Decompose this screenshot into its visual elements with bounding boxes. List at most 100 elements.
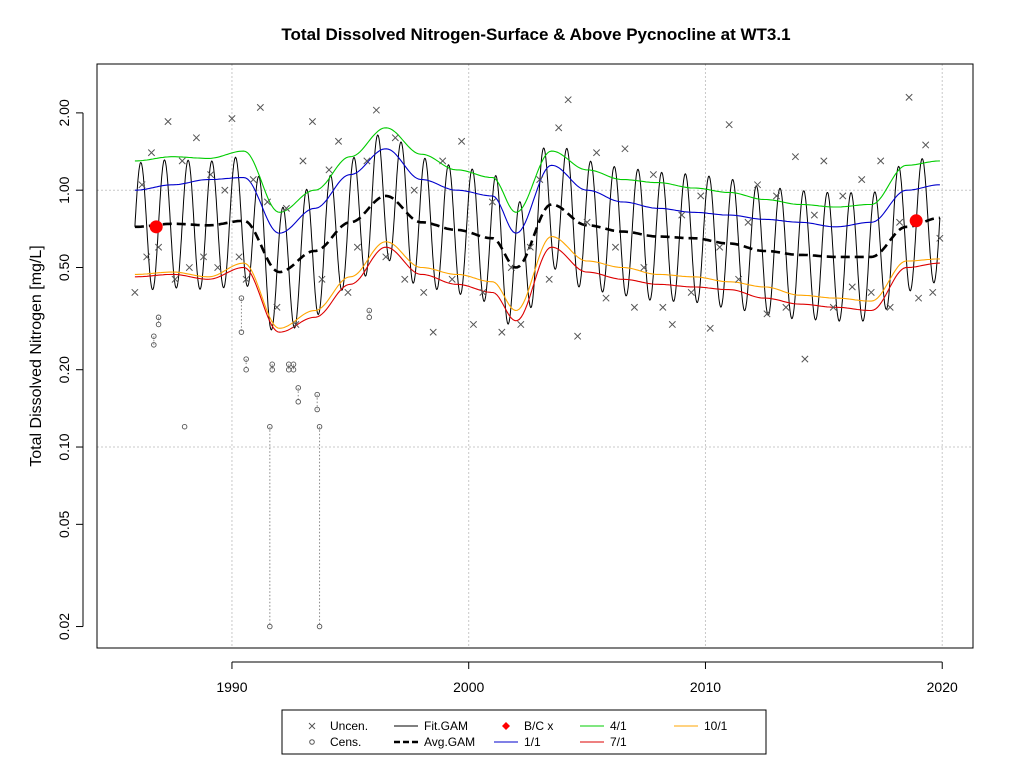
y-tick-label: 0.02 [56,613,72,640]
uncensored-point [199,253,208,261]
censored-point [243,366,249,373]
uncensored-point [810,211,818,219]
legend-label: 7/1 [610,735,627,749]
uncensored-point [391,134,399,142]
plot-frame [96,63,974,649]
legend-symbol-cens [309,739,315,745]
censored-point [314,406,320,413]
uncensored-point [228,115,236,123]
uncensored-point [299,157,307,165]
uncensored-point [353,243,361,251]
uncensored-point [659,303,667,311]
censored-point [366,314,373,321]
uncensored-point [263,198,272,206]
uncensored-point [678,211,686,219]
y-tick-label: 2.00 [56,99,72,126]
censored-point [151,333,157,339]
y-tick-label: 0.20 [56,356,72,383]
uncensored-point [488,198,496,206]
uncensored-point [668,320,676,329]
uncensored-point [155,243,163,251]
uncensored-point [782,303,790,311]
y-tick-label: 0.10 [56,433,72,460]
censored-point [243,356,249,362]
chart-title: Total Dissolved Nitrogen-Surface & Above… [281,25,790,44]
censored-point [316,423,323,430]
legend-label: B/C x [524,719,553,733]
uncensored-point [318,275,326,283]
uncensored-point [429,328,437,336]
uncensored-point [256,103,264,111]
uncensored-point [583,218,591,226]
legend-label: 4/1 [610,719,627,733]
x-tick-label: 1990 [216,679,247,695]
uncensored-point [207,171,215,179]
legend-label: 10/1 [704,719,728,733]
censored-point [295,385,301,391]
censored-point [295,399,301,405]
uncensored-point [744,218,752,226]
uncensored-point [687,288,695,296]
uncensored-point [555,124,563,132]
uncensored-point [214,263,222,272]
x-tick-label: 2020 [927,679,958,695]
uncensored-point [458,137,466,145]
uncensored-point [640,263,648,272]
uncensored-point [649,171,657,179]
uncensored-point [929,288,937,296]
y-tick-label: 0.50 [56,254,72,281]
uncensored-point [235,253,243,261]
uncensored-point [725,121,733,129]
uncensored-point [574,332,582,340]
uncensored-point [363,157,371,165]
censored-point [151,342,157,348]
uncensored-point [498,328,506,336]
uncensored-point [936,234,944,242]
censored-point [269,361,275,368]
legend-symbol-uncen [308,722,316,730]
uncensored-point [221,186,229,194]
uncensored-point [611,243,620,251]
uncensored-point [858,176,866,184]
censored-point [269,366,275,373]
censored-point [316,623,323,630]
uncensored-point [439,157,447,165]
censored-point [238,329,245,335]
uncensored-point [292,320,300,329]
uncensored-point [242,275,250,283]
uncensored-point [273,303,281,311]
y-tick-label: 0.05 [56,511,72,538]
points-layer [131,93,944,630]
legend-symbol-bc [502,722,510,730]
legend-label: Fit.GAM [424,719,468,733]
uncensored-point [753,181,762,189]
censored-point [155,321,162,328]
uncensored-point [164,118,172,126]
uncensored-point [334,137,343,145]
uncensored-point [922,141,930,149]
uncensored-point [602,294,610,302]
uncensored-point [469,320,477,329]
uncensored-point [448,275,456,283]
uncensored-point [820,157,828,165]
censored-point [155,314,162,321]
uncensored-point [801,355,809,363]
uncensored-point [839,192,847,200]
y-axis-label: Total Dissolved Nitrogen [mg/L] [28,245,45,466]
legend-box [281,709,767,755]
uncensored-point [325,166,333,174]
uncensored-point [420,288,428,296]
legend: Uncen. Fit.GAM B/C x 4/1 10/1 Cens. Avg.GAM 1/1… [281,709,767,755]
series-layer [134,127,941,333]
uncensored-point [886,303,894,311]
series-line-avg-gam [134,194,940,274]
censored-point [314,391,320,398]
series-line-10-1 [134,235,940,329]
uncensored-point [131,288,139,296]
legend-label: Avg.GAM [424,735,475,749]
censored-point [238,295,245,301]
uncensored-point [877,157,885,165]
uncensored-point [630,303,638,311]
censored-point [181,423,188,430]
